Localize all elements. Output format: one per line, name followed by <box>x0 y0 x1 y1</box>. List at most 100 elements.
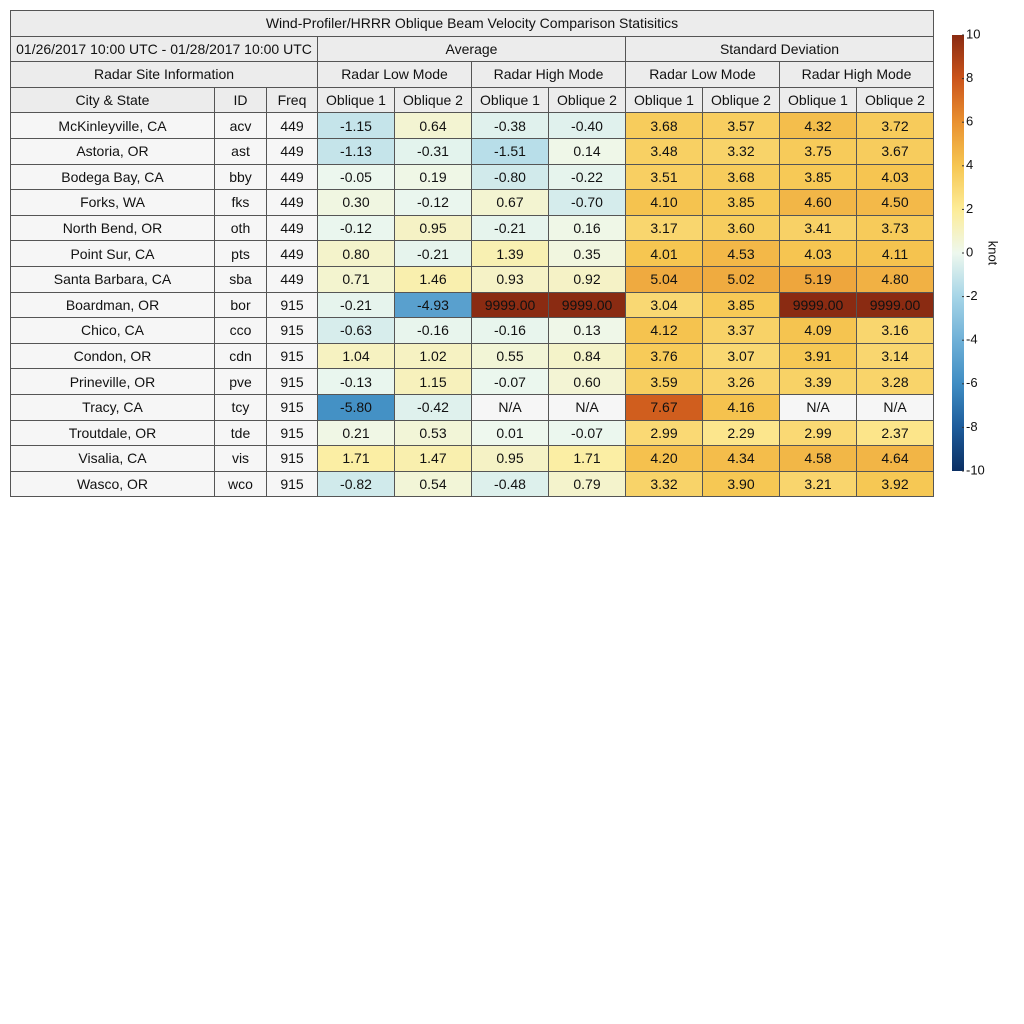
mode-header: Radar High Mode <box>471 61 626 88</box>
site-cell: Tracy, CA <box>10 393 215 421</box>
value-cell: -1.13 <box>317 137 395 165</box>
value-cell: 2.37 <box>856 419 934 447</box>
value-cell: -0.16 <box>394 317 472 344</box>
value-cell: -0.48 <box>471 470 549 498</box>
value-cell: 9999.00 <box>548 291 626 319</box>
colorbar-label: knot <box>986 241 1001 266</box>
table-row: Astoria, OR ast 449 -1.13 -0.31 -1.51 0.14 3.48… <box>10 137 934 165</box>
value-cell: 9999.00 <box>779 291 857 319</box>
value-cell: -0.70 <box>548 189 626 216</box>
value-cell: 3.85 <box>702 189 780 216</box>
value-cell: 4.09 <box>779 317 857 344</box>
value-cell: 3.51 <box>625 163 703 191</box>
site-cell: pve <box>214 368 267 395</box>
value-cell: 3.59 <box>625 368 703 395</box>
colorbar: knot -10 -8 -6 -4 -2 0 2 4 6 8 10 <box>952 26 1001 477</box>
site-cell: 915 <box>266 291 318 319</box>
value-cell: 3.41 <box>779 214 857 242</box>
colorbar-tick-label: 8 <box>966 70 973 85</box>
date-range: 01/26/2017 10:00 UTC - 01/28/2017 10:00 … <box>10 35 318 63</box>
value-cell: 3.14 <box>856 342 934 370</box>
site-cell: Troutdale, OR <box>10 419 215 447</box>
value-cell: 4.01 <box>625 240 703 267</box>
table-row: Boardman, OR bor 915 -0.21 -4.93 9999.00 9999.… <box>10 291 934 319</box>
value-cell: N/A <box>779 393 857 421</box>
site-cell: oth <box>214 214 267 242</box>
value-cell: -0.82 <box>317 470 395 498</box>
mode-header: Radar Low Mode <box>317 61 472 88</box>
site-cell: 915 <box>266 317 318 344</box>
column-header: ID <box>214 86 267 114</box>
site-cell: Astoria, OR <box>10 137 215 165</box>
value-cell: -0.12 <box>394 189 472 216</box>
value-cell: 3.85 <box>702 291 780 319</box>
site-cell: acv <box>214 112 267 139</box>
value-cell: 3.37 <box>702 317 780 344</box>
site-cell: 449 <box>266 265 318 293</box>
site-cell: Condon, OR <box>10 342 215 370</box>
value-cell: 4.12 <box>625 317 703 344</box>
value-cell: 3.91 <box>779 342 857 370</box>
group-header: Radar Site Information <box>10 61 318 88</box>
site-cell: tde <box>214 419 267 447</box>
colorbar-tick-label: 4 <box>966 157 973 172</box>
value-cell: 0.54 <box>394 470 472 498</box>
table-row: Forks, WA fks 449 0.30 -0.12 0.67 -0.70 4.10 3.8… <box>10 189 934 216</box>
table-row: North Bend, OR oth 449 -0.12 0.95 -0.21 0.16 3.… <box>10 214 934 242</box>
value-cell: -1.51 <box>471 137 549 165</box>
value-cell: -0.31 <box>394 137 472 165</box>
site-cell: Forks, WA <box>10 189 215 216</box>
site-cell: sba <box>214 265 267 293</box>
value-cell: 0.80 <box>317 240 395 267</box>
value-cell: 0.64 <box>394 112 472 139</box>
table-row: Condon, OR cdn 915 1.04 1.02 0.55 0.84 3.76 3.07… <box>10 342 934 370</box>
value-cell: 4.80 <box>856 265 934 293</box>
value-cell: N/A <box>548 393 626 421</box>
column-header: Oblique 1 <box>471 86 549 114</box>
value-cell: -0.21 <box>317 291 395 319</box>
value-cell: 3.32 <box>702 137 780 165</box>
value-cell: 3.04 <box>625 291 703 319</box>
mode-header: Radar Low Mode <box>625 61 780 88</box>
value-cell: 0.55 <box>471 342 549 370</box>
value-cell: 4.34 <box>702 445 780 472</box>
value-cell: 3.76 <box>625 342 703 370</box>
site-cell: North Bend, OR <box>10 214 215 242</box>
colorbar-tick-label: 10 <box>966 26 980 41</box>
site-cell: 449 <box>266 214 318 242</box>
value-cell: 3.07 <box>702 342 780 370</box>
value-cell: 4.64 <box>856 445 934 472</box>
table-row: Chico, CA cco 915 -0.63 -0.16 -0.16 0.13 4.12 3.… <box>10 317 934 344</box>
site-cell: 915 <box>266 419 318 447</box>
mode-header: Radar High Mode <box>779 61 934 88</box>
site-cell: Bodega Bay, CA <box>10 163 215 191</box>
value-cell: -5.80 <box>317 393 395 421</box>
value-cell: 0.21 <box>317 419 395 447</box>
value-cell: 3.73 <box>856 214 934 242</box>
site-cell: 449 <box>266 163 318 191</box>
value-cell: 1.02 <box>394 342 472 370</box>
value-cell: 4.03 <box>779 240 857 267</box>
site-cell: Santa Barbara, CA <box>10 265 215 293</box>
value-cell: 0.14 <box>548 137 626 165</box>
value-cell: 4.11 <box>856 240 934 267</box>
value-cell: 0.19 <box>394 163 472 191</box>
table-row: Wasco, OR wco 915 -0.82 0.54 -0.48 0.79 3.32 3.9… <box>10 470 934 498</box>
table-row: Troutdale, OR tde 915 0.21 0.53 0.01 -0.07 2.99… <box>10 419 934 447</box>
value-cell: 4.60 <box>779 189 857 216</box>
group-header: Average <box>317 35 626 63</box>
site-cell: Chico, CA <box>10 317 215 344</box>
site-cell: Visalia, CA <box>10 445 215 472</box>
site-cell: 915 <box>266 470 318 498</box>
colorbar-tick-label: -8 <box>966 419 978 434</box>
site-cell: Prineville, OR <box>10 368 215 395</box>
value-cell: 5.04 <box>625 265 703 293</box>
value-cell: 2.99 <box>625 419 703 447</box>
site-cell: 915 <box>266 393 318 421</box>
table-row: Santa Barbara, CA sba 449 0.71 1.46 0.93 0.92 5… <box>10 265 934 293</box>
value-cell: N/A <box>856 393 934 421</box>
value-cell: 2.29 <box>702 419 780 447</box>
value-cell: 7.67 <box>625 393 703 421</box>
value-cell: 1.47 <box>394 445 472 472</box>
